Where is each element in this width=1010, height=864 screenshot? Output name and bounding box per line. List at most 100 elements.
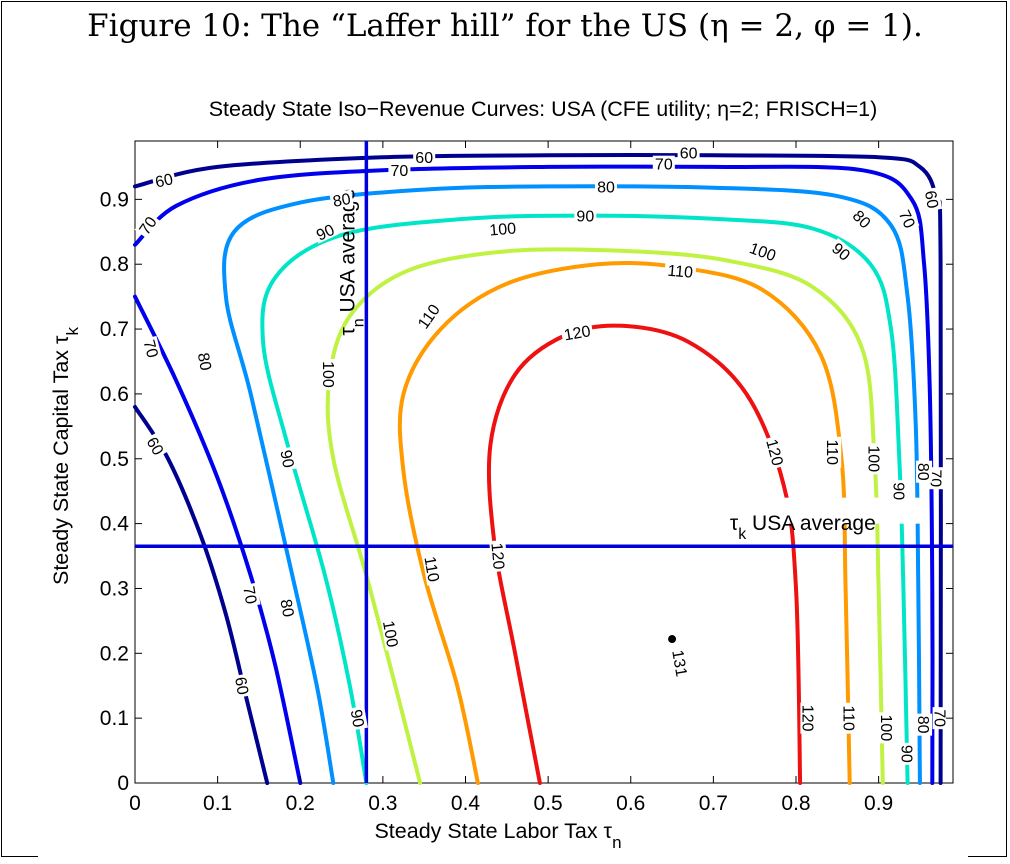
contour-label-70: 70 xyxy=(895,205,920,233)
contour-chart: Steady State Iso−Revenue Curves: USA (CF… xyxy=(49,97,954,852)
y-tick-label: 0.5 xyxy=(100,448,129,471)
svg-text:70: 70 xyxy=(895,208,918,231)
contour-label-60: 60 xyxy=(143,432,169,460)
svg-text:100: 100 xyxy=(877,715,894,742)
svg-text:90: 90 xyxy=(576,209,594,226)
contour-label-90: 90 xyxy=(311,219,339,245)
svg-text:100: 100 xyxy=(379,619,400,648)
svg-text:70: 70 xyxy=(239,585,259,606)
svg-text:70: 70 xyxy=(655,157,673,174)
contour-label-100: 100 xyxy=(379,617,402,651)
contour-70-line-2 xyxy=(133,294,303,785)
contour-label-60: 60 xyxy=(413,149,436,167)
contour-label-70: 70 xyxy=(388,162,411,180)
svg-text:80: 80 xyxy=(914,463,931,481)
x-tick-label: 0 xyxy=(129,792,141,815)
svg-text:70: 70 xyxy=(140,338,161,360)
svg-text:120: 120 xyxy=(487,542,506,570)
contour-label-120: 120 xyxy=(798,702,817,734)
contour-label-60: 60 xyxy=(231,673,253,698)
contour-80-line-1 xyxy=(222,184,922,785)
contour-label-110: 110 xyxy=(664,261,697,282)
contour-label-90: 90 xyxy=(898,742,916,765)
svg-text:60: 60 xyxy=(231,676,251,697)
contour-label-90: 90 xyxy=(889,480,908,503)
svg-text:80: 80 xyxy=(276,598,296,619)
svg-text:80: 80 xyxy=(194,352,214,373)
contour-label-80: 80 xyxy=(914,460,933,483)
contour-label-80: 80 xyxy=(276,595,298,621)
contour-label-80: 80 xyxy=(329,189,354,211)
contour-label-100: 100 xyxy=(865,443,883,475)
x-tick-label: 0.5 xyxy=(534,792,563,815)
svg-text:90: 90 xyxy=(314,222,337,245)
y-tick-label: 0.8 xyxy=(100,253,129,276)
figure-caption: Figure 10: The “Laffer hill” for the US … xyxy=(87,8,923,44)
contour-label-110: 110 xyxy=(840,702,858,734)
contour-label-80: 80 xyxy=(194,349,216,374)
contour-label-100: 100 xyxy=(877,712,895,744)
chart-title: Steady State Iso−Revenue Curves: USA (CF… xyxy=(209,97,878,121)
contour-label-120: 120 xyxy=(560,321,594,344)
svg-text:120: 120 xyxy=(762,438,785,468)
contour-label-80: 80 xyxy=(594,178,617,196)
svg-text:60: 60 xyxy=(415,150,433,167)
contour-60-line-2 xyxy=(133,404,270,785)
y-tick-label: 0.4 xyxy=(100,513,130,536)
svg-text:100: 100 xyxy=(865,445,882,472)
x-tick-label: 0.6 xyxy=(616,792,645,815)
svg-text:110: 110 xyxy=(420,555,441,583)
svg-text:90: 90 xyxy=(347,708,367,729)
svg-text:120: 120 xyxy=(563,323,592,344)
y-tick-label: 0.7 xyxy=(100,318,129,341)
contour-110-line-1 xyxy=(397,260,852,785)
svg-text:60: 60 xyxy=(154,171,175,191)
svg-text:100: 100 xyxy=(489,220,517,239)
svg-text:110: 110 xyxy=(840,705,857,731)
contour-label-120: 120 xyxy=(762,435,788,470)
x-tick-label: 0.2 xyxy=(286,792,315,815)
contour-label-120: 120 xyxy=(487,539,508,573)
contour-label-70: 70 xyxy=(931,707,949,730)
x-tick-label: 0.9 xyxy=(864,792,893,815)
contour-label-110: 110 xyxy=(823,436,842,468)
y-axis-ticks: 0 0.1 0.2 0.3 0.4 0.5 0.6 0.7 0.8 0.9 xyxy=(100,188,953,795)
y-axis-label: Steady State Capital Tax τk xyxy=(49,326,82,585)
svg-text:60: 60 xyxy=(680,146,698,163)
contour-60-line-1 xyxy=(133,153,943,785)
contour-label-60: 60 xyxy=(677,144,700,163)
contour-label-100: 100 xyxy=(319,358,338,390)
x-axis-ticks: 0 0.1 0.2 0.3 0.4 0.5 0.6 0.7 0.8 0.9 xyxy=(129,141,893,815)
x-tick-label: 0.7 xyxy=(699,792,728,815)
svg-text:120: 120 xyxy=(798,705,815,732)
max-revenue-label: 131 xyxy=(668,649,689,678)
tau-n-average-label: τn USA average xyxy=(336,189,367,336)
svg-text:70: 70 xyxy=(931,709,948,727)
contour-label-90: 90 xyxy=(276,446,298,471)
y-tick-label: 0.1 xyxy=(100,707,129,730)
svg-text:80: 80 xyxy=(332,191,353,211)
svg-text:100: 100 xyxy=(319,361,336,388)
contour-label-60: 60 xyxy=(921,187,943,212)
contour-label-60: 60 xyxy=(151,169,177,192)
svg-text:110: 110 xyxy=(667,263,694,282)
contour-label-100: 100 xyxy=(745,238,781,265)
contour-label-70: 70 xyxy=(239,582,261,608)
y-tick-label: 0.9 xyxy=(100,188,129,211)
contour-label-70: 70 xyxy=(140,335,163,362)
svg-text:80: 80 xyxy=(597,179,615,196)
contour-label-100: 100 xyxy=(486,219,519,240)
y-tick-label: 0.2 xyxy=(100,642,129,665)
contour-120-line-1 xyxy=(486,323,803,785)
x-axis-label: Steady State Labor Tax τn xyxy=(374,819,621,852)
contour-label-80: 80 xyxy=(914,713,933,736)
svg-text:90: 90 xyxy=(889,482,906,500)
contour-label-90: 90 xyxy=(347,705,368,731)
svg-text:60: 60 xyxy=(143,435,167,459)
plot-area: τn USA average τk USA average 60 60 60 60 60 60… xyxy=(133,140,954,785)
svg-text:90: 90 xyxy=(276,449,296,470)
chart-container: Steady State Iso−Revenue Curves: USA (CF… xyxy=(38,78,968,859)
max-revenue-point xyxy=(668,635,677,644)
y-tick-label: 0 xyxy=(117,772,129,795)
y-tick-label: 0.6 xyxy=(100,383,129,406)
